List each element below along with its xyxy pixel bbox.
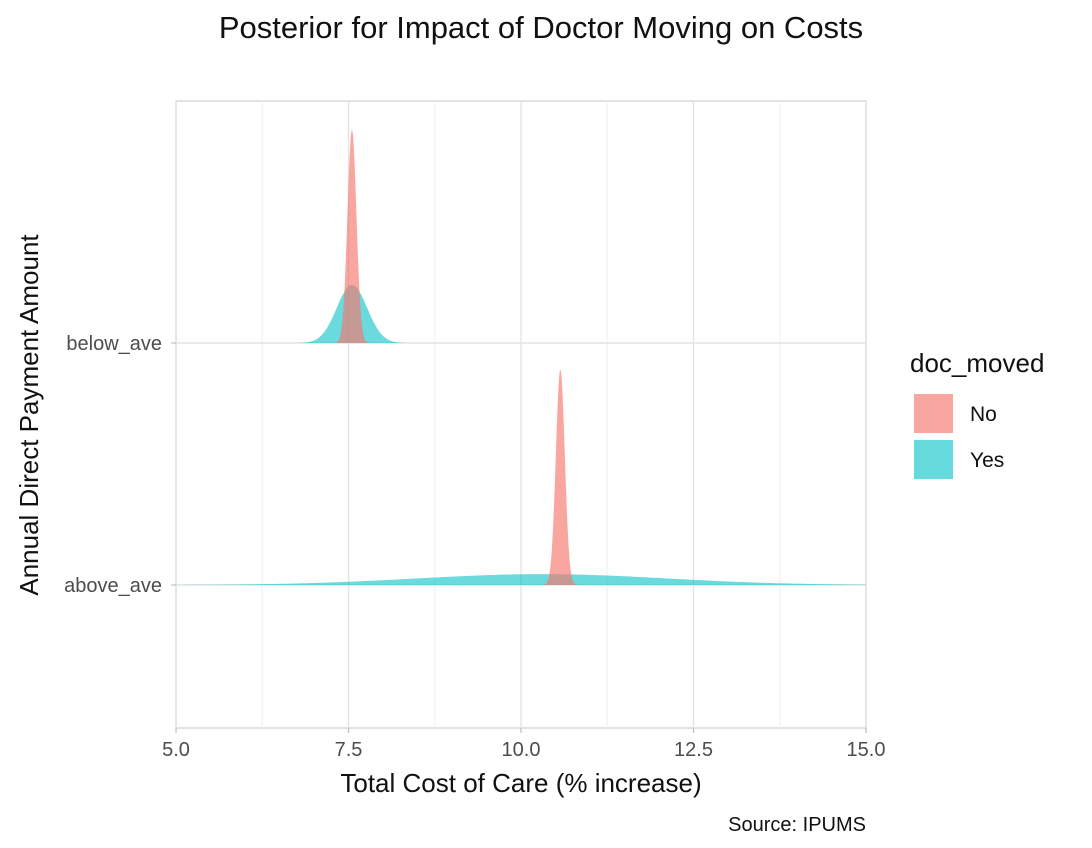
legend-label-no: No <box>970 403 997 426</box>
density-below_ave-no <box>333 130 371 343</box>
density-above_ave-yes <box>176 574 866 585</box>
legend-label-yes: Yes <box>970 449 1004 472</box>
axis-layer: 5.0 7.5 10.0 12.5 15.0 below_ave above_ave <box>64 333 885 761</box>
density-above_ave-no <box>541 369 580 585</box>
density-layer <box>176 130 866 585</box>
y-axis-title: Annual Direct Payment Amount <box>14 234 44 596</box>
x-axis-title: Total Cost of Care (% increase) <box>340 768 701 798</box>
y-tick-label: below_ave <box>66 333 162 355</box>
legend-title: doc_moved <box>910 348 1044 378</box>
chart-caption: Source: IPUMS <box>728 814 866 836</box>
chart-title: Posterior for Impact of Doctor Moving on… <box>219 10 863 45</box>
y-tick-label: above_ave <box>64 575 162 597</box>
legend-key-no <box>914 394 953 433</box>
x-tick-label: 5.0 <box>162 739 190 761</box>
x-tick-label: 7.5 <box>335 739 363 761</box>
x-tick-label: 12.5 <box>674 739 713 761</box>
legend: doc_moved No Yes <box>910 348 1044 479</box>
x-tick-label: 10.0 <box>502 739 541 761</box>
legend-key-yes <box>914 440 953 479</box>
x-tick-label: 15.0 <box>847 739 886 761</box>
